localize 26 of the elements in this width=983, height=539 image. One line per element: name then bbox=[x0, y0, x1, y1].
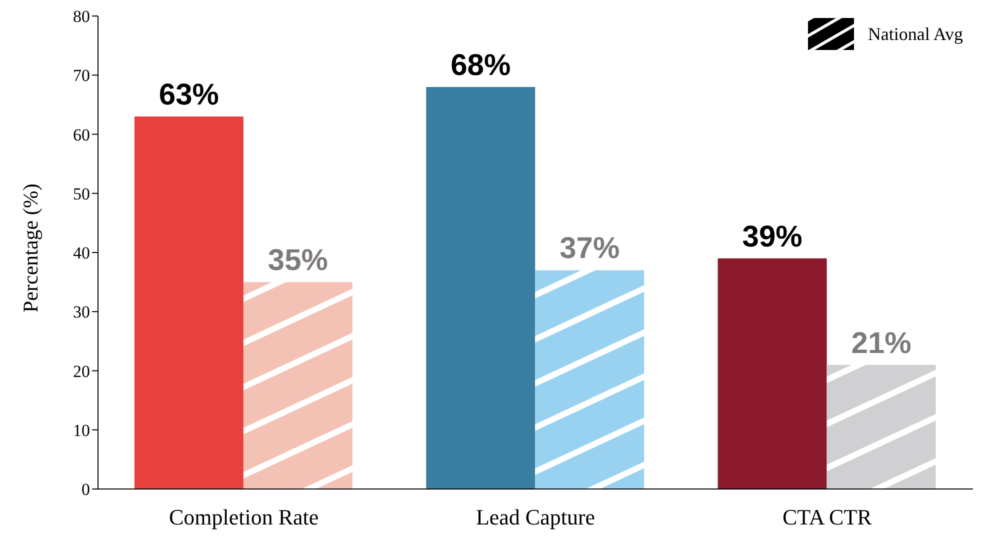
y-tick-label: 80 bbox=[73, 7, 90, 26]
y-tick-label: 20 bbox=[73, 362, 90, 381]
text: National Avg bbox=[868, 24, 963, 44]
data-label: 21% bbox=[851, 326, 912, 360]
bar bbox=[426, 86, 536, 489]
data-label: 39% bbox=[742, 220, 802, 254]
y-tick-label: 40 bbox=[73, 244, 90, 263]
y-tick-label: 60 bbox=[73, 125, 90, 144]
bar bbox=[826, 364, 936, 489]
bar bbox=[718, 258, 827, 489]
bar bbox=[134, 116, 244, 489]
y-tick-label: 10 bbox=[73, 420, 90, 440]
y-tick-label: 70 bbox=[73, 66, 90, 86]
data-label: 68% bbox=[450, 48, 511, 82]
y-tick-label: 30 bbox=[73, 302, 90, 322]
data-label: 35% bbox=[268, 244, 328, 278]
bar bbox=[535, 270, 644, 489]
y-axis-title: Percentage (%) bbox=[18, 184, 42, 312]
y-tick-label: 0 bbox=[82, 480, 90, 500]
x-tick-label: CTA CTR bbox=[782, 504, 872, 530]
data-label: 63% bbox=[158, 78, 219, 112]
bar bbox=[243, 282, 352, 489]
x-tick-label: Completion Rate bbox=[168, 504, 319, 530]
y-tick-label: 50 bbox=[73, 184, 90, 204]
data-label: 37% bbox=[560, 232, 620, 266]
x-tick-label: Lead Capture bbox=[476, 504, 596, 530]
